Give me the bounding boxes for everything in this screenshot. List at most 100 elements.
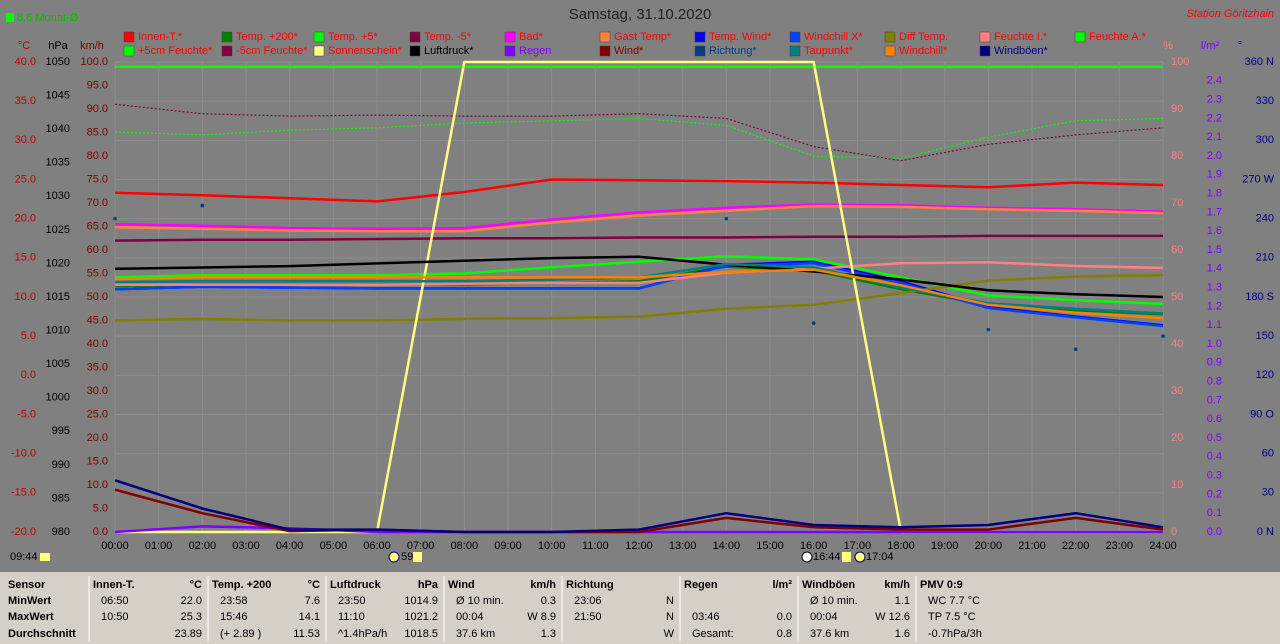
- y-tick-label: 60: [1171, 244, 1183, 256]
- column-header: Regen: [684, 579, 718, 591]
- x-tick-label: 20:00: [975, 540, 1003, 552]
- x-tick-label: 09:00: [494, 540, 522, 552]
- y-tick-label: 90: [1171, 103, 1183, 115]
- legend-label: Temp. +5*: [328, 31, 379, 43]
- direction-dot: [811, 321, 816, 325]
- y-tick-label: 30.0: [87, 385, 108, 397]
- y-tick-label: 210: [1256, 252, 1274, 264]
- cell-left: 37.6 km: [810, 628, 849, 640]
- y-tick-label: 0.9: [1207, 357, 1222, 369]
- legend-label: Temp. Wind*: [709, 31, 772, 43]
- x-tick-label: 01:00: [145, 540, 173, 552]
- moon-icon: [388, 551, 400, 563]
- axis-unit: km/h: [80, 40, 104, 52]
- legend-swatch: [789, 45, 801, 57]
- legend-label: Feuchte A.*: [1089, 31, 1147, 43]
- row-label: MinWert: [8, 595, 52, 607]
- x-tick-label: 13:00: [669, 540, 697, 552]
- legend-swatch: [313, 31, 325, 43]
- y-tick-label: 240: [1256, 213, 1274, 225]
- y-tick-label: 2.3: [1207, 94, 1222, 106]
- cell-left: 03:46: [692, 611, 720, 623]
- y-tick-label: 1025: [46, 224, 70, 236]
- y-tick-label: 30: [1262, 487, 1274, 499]
- cell-left: 23:06: [574, 595, 602, 607]
- legend-label: Diff Temp.: [899, 31, 948, 43]
- cell-right: 0.0: [777, 611, 792, 623]
- y-tick-label: 10: [1171, 479, 1183, 491]
- y-tick-label: 0.4: [1207, 451, 1222, 463]
- y-tick-label: 50.0: [87, 291, 108, 303]
- y-tick-label: 0.5: [1207, 432, 1222, 444]
- x-tick-label: 22:00: [1062, 540, 1090, 552]
- x-tick-label: 07:00: [407, 540, 435, 552]
- legend-label: Taupunkt*: [804, 45, 854, 57]
- x-tick-label: 16:00: [800, 540, 828, 552]
- direction-dot: [724, 216, 729, 221]
- legend-label: -5cm Feuchte*: [236, 45, 308, 57]
- legend-label: Wind*: [614, 45, 644, 57]
- cell-right: 23.89: [174, 628, 202, 640]
- legend-label: Temp. -5*: [424, 31, 472, 43]
- legend-label: +5cm Feuchte*: [138, 45, 213, 57]
- y-tick-label: 330: [1256, 95, 1274, 107]
- cell-left: ^1.4hPa/h: [338, 628, 387, 640]
- cell-left: 15:46: [220, 611, 248, 623]
- series-line: [114, 273, 1164, 322]
- cell-right: 22.0: [181, 595, 202, 607]
- y-tick-label: 1.4: [1207, 263, 1222, 275]
- series-line: [114, 204, 1164, 233]
- cell-right: 1018.5: [404, 628, 438, 640]
- column-header: Luftdruck: [330, 579, 382, 591]
- y-tick-label: 1035: [46, 157, 70, 169]
- cell-right: 0.8: [777, 628, 792, 640]
- y-tick-label: 990: [52, 459, 70, 471]
- avg-icon: [6, 13, 14, 22]
- y-tick-label: 1040: [46, 123, 70, 135]
- column-unit: l/m²: [772, 579, 792, 591]
- direction-dot: [1073, 347, 1078, 352]
- y-tick-label: 120: [1256, 369, 1274, 381]
- cell-left: 21:50: [574, 611, 602, 623]
- cell-right: 1014.9: [404, 595, 438, 607]
- row-label: Durchschnitt: [8, 628, 76, 640]
- monthly-avg: 8.6 Monat-Ø: [17, 12, 79, 24]
- x-tick-label: 00:00: [101, 540, 129, 552]
- y-tick-label: 0.0: [21, 369, 36, 381]
- y-tick-label: 0.0: [1207, 526, 1222, 538]
- y-tick-label: 0.0: [93, 526, 108, 538]
- cell-left: Ø 10 min.: [810, 595, 858, 607]
- axis-unit: l/m²: [1201, 40, 1220, 52]
- cell-left: 00:04: [810, 611, 838, 623]
- x-tick-label: 11:00: [582, 540, 609, 552]
- legend-swatch: [221, 31, 233, 43]
- series-line: [114, 117, 1164, 159]
- y-tick-label: 1045: [46, 89, 70, 101]
- legend-swatch: [1074, 31, 1086, 43]
- cell-left: 11:10: [338, 611, 365, 623]
- cell-left: TP 7.5 °C: [928, 611, 976, 623]
- axis-unit: hPa: [48, 40, 68, 52]
- y-tick-label: 0.7: [1207, 394, 1222, 406]
- x-tick-label: 12:00: [625, 540, 653, 552]
- column-header: Temp. +200: [212, 579, 271, 591]
- y-tick-label: 5.0: [21, 330, 36, 342]
- cell-right: 25.3: [181, 611, 202, 623]
- y-tick-label: 85.0: [87, 126, 108, 138]
- cell-right: W 8.9: [527, 611, 556, 623]
- column-unit: °C: [190, 579, 202, 591]
- legend-label: Temp. +200*: [236, 31, 299, 43]
- y-tick-label: 300: [1256, 134, 1274, 146]
- y-tick-label: 35.0: [87, 361, 108, 373]
- y-tick-label: 60.0: [87, 244, 108, 256]
- sun-icon: [413, 552, 422, 562]
- y-tick-label: -5.0: [17, 408, 36, 420]
- column-header: Wind: [448, 579, 475, 591]
- sun-icon: [40, 553, 50, 561]
- cell-right: 0.3: [541, 595, 556, 607]
- direction-dot: [200, 203, 205, 208]
- marker: 16:44: [813, 551, 841, 563]
- cell-left: -0.7hPa/3h: [928, 628, 982, 640]
